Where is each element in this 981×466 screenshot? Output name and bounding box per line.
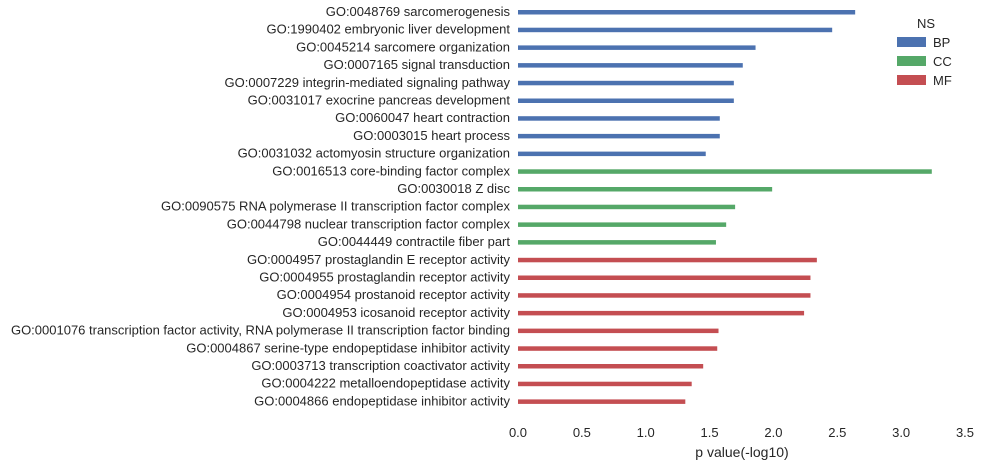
legend-swatch-cc [897,56,926,66]
category-label: GO:0004954 prostanoid receptor activity [277,287,511,302]
bars-layer [518,10,932,404]
legend-swatch-bp [897,37,926,47]
category-label: GO:0044449 contractile fiber part [318,234,511,249]
legend: NS BP CC MF [897,16,952,88]
bar-bp [518,27,833,33]
bar-mf [518,328,719,334]
category-label: GO:0045214 sarcomere organization [296,39,510,54]
category-label: GO:0007165 signal transduction [324,57,510,72]
legend-entries: BP CC MF [897,35,952,88]
x-tick-label: 1.0 [637,425,655,440]
category-label: GO:0004867 serine-type endopeptidase inh… [186,340,510,355]
bar-mf [518,346,718,351]
category-label: GO:0030018 Z disc [397,181,510,196]
bar-bp [518,98,734,103]
legend-label-mf: MF [933,73,952,88]
bar-cc [518,187,773,192]
bar-cc [518,169,932,174]
bar-bp [518,151,706,157]
x-tick-label: 2.0 [764,425,782,440]
bar-cc [518,240,716,245]
x-axis-title: p value(-log10) [695,444,788,460]
category-label: GO:0016513 core-binding factor complex [272,163,510,178]
category-label: GO:0004955 prostaglandin receptor activi… [259,270,510,285]
bar-mf [518,381,692,387]
legend-title: NS [917,16,935,31]
category-label: GO:0004953 icosanoid receptor activity [282,305,510,320]
category-label: GO:0001076 transcription factor activity… [11,323,510,338]
x-tick-label: 2.5 [828,425,846,440]
category-label: GO:0031032 actomyosin structure organiza… [238,146,510,161]
bar-bp [518,133,720,139]
bar-bp [518,45,756,50]
category-label: GO:0004866 endopeptidase inhibitor activ… [254,393,510,408]
bar-mf [518,257,817,263]
bar-bp [518,80,734,86]
category-label: GO:0044798 nuclear transcription factor … [227,216,511,231]
x-tick-label: 3.5 [956,425,974,440]
bar-bp [518,116,720,121]
x-tick-label: 3.0 [892,425,910,440]
category-label: GO:0031017 exocrine pancreas development [248,93,511,108]
bar-mf [518,364,704,369]
bar-bp [518,10,856,15]
x-axis-ticks: 0.0 0.5 1.0 1.5 2.0 2.5 3.0 3.5 [509,425,974,440]
bar-cc [518,204,736,210]
category-label: GO:0048769 sarcomerogenesis [326,4,511,19]
bar-mf [518,399,686,404]
x-tick-label: 0.0 [509,425,527,440]
category-label: GO:0090575 RNA polymerase II transcripti… [161,199,510,214]
category-label: GO:0060047 heart contraction [335,110,510,125]
category-label: GO:0007229 integrin-mediated signaling p… [225,75,511,90]
bar-mf [518,310,805,316]
bar-mf [518,275,811,280]
category-label: GO:0003713 transcription coactivator act… [251,358,510,373]
legend-swatch-mf [897,75,926,85]
bar-bp [518,63,743,68]
bar-mf [518,293,811,298]
category-labels: GO:0048769 sarcomerogenesis GO:1990402 em… [11,4,511,408]
legend-label-bp: BP [933,35,950,50]
legend-label-cc: CC [933,54,952,69]
category-label: GO:1990402 embryonic liver development [266,22,510,37]
category-label: GO:0004222 metalloendopeptidase activity [261,376,510,391]
category-label: GO:0003015 heart process [353,128,510,143]
bar-cc [518,222,727,227]
x-tick-label: 1.5 [701,425,719,440]
category-label: GO:0004957 prostaglandin E receptor acti… [247,252,511,267]
x-tick-label: 0.5 [573,425,591,440]
